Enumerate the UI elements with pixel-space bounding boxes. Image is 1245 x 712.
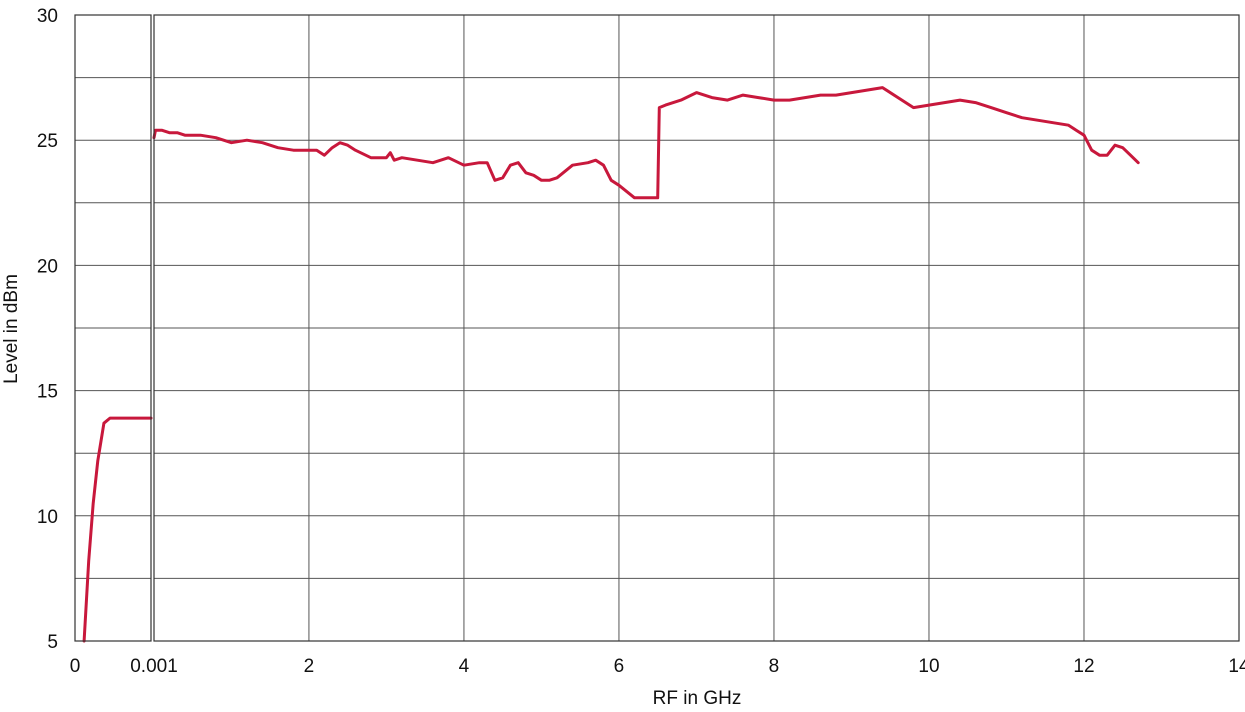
panel-frame [153,14,1240,642]
x-tick-label: 0 [70,656,81,677]
y-tick-label: 25 [37,131,58,152]
level-series-line [82,416,153,643]
x-tick-label: 4 [459,656,470,677]
plot-frame [74,14,1240,642]
grid-layer [74,14,1240,642]
x-tick-label: 12 [1073,656,1094,677]
series-layer [82,86,1140,643]
y-tick-label: 30 [37,6,58,27]
y-axis-title: Level in dBm [1,274,22,384]
panel-frame [74,14,152,642]
y-tick-label: 5 [47,632,58,653]
x-tick-label: 0.001 [130,656,178,677]
y-tick-label: 20 [37,256,58,277]
y-tick-label: 10 [37,507,58,528]
x-axis-title: RF in GHz [653,688,742,709]
y-tick-label: 15 [37,382,58,403]
x-tick-label: 8 [769,656,780,677]
tick-labels: 5 10 15 20 25 30 0 0.001 2 4 6 8 10 12 14 [37,6,1245,677]
x-tick-label: 2 [304,656,315,677]
level-series-line [152,86,1140,200]
x-tick-label: 6 [614,656,625,677]
x-tick-label: 14 [1228,656,1245,677]
x-tick-label: 10 [918,656,939,677]
